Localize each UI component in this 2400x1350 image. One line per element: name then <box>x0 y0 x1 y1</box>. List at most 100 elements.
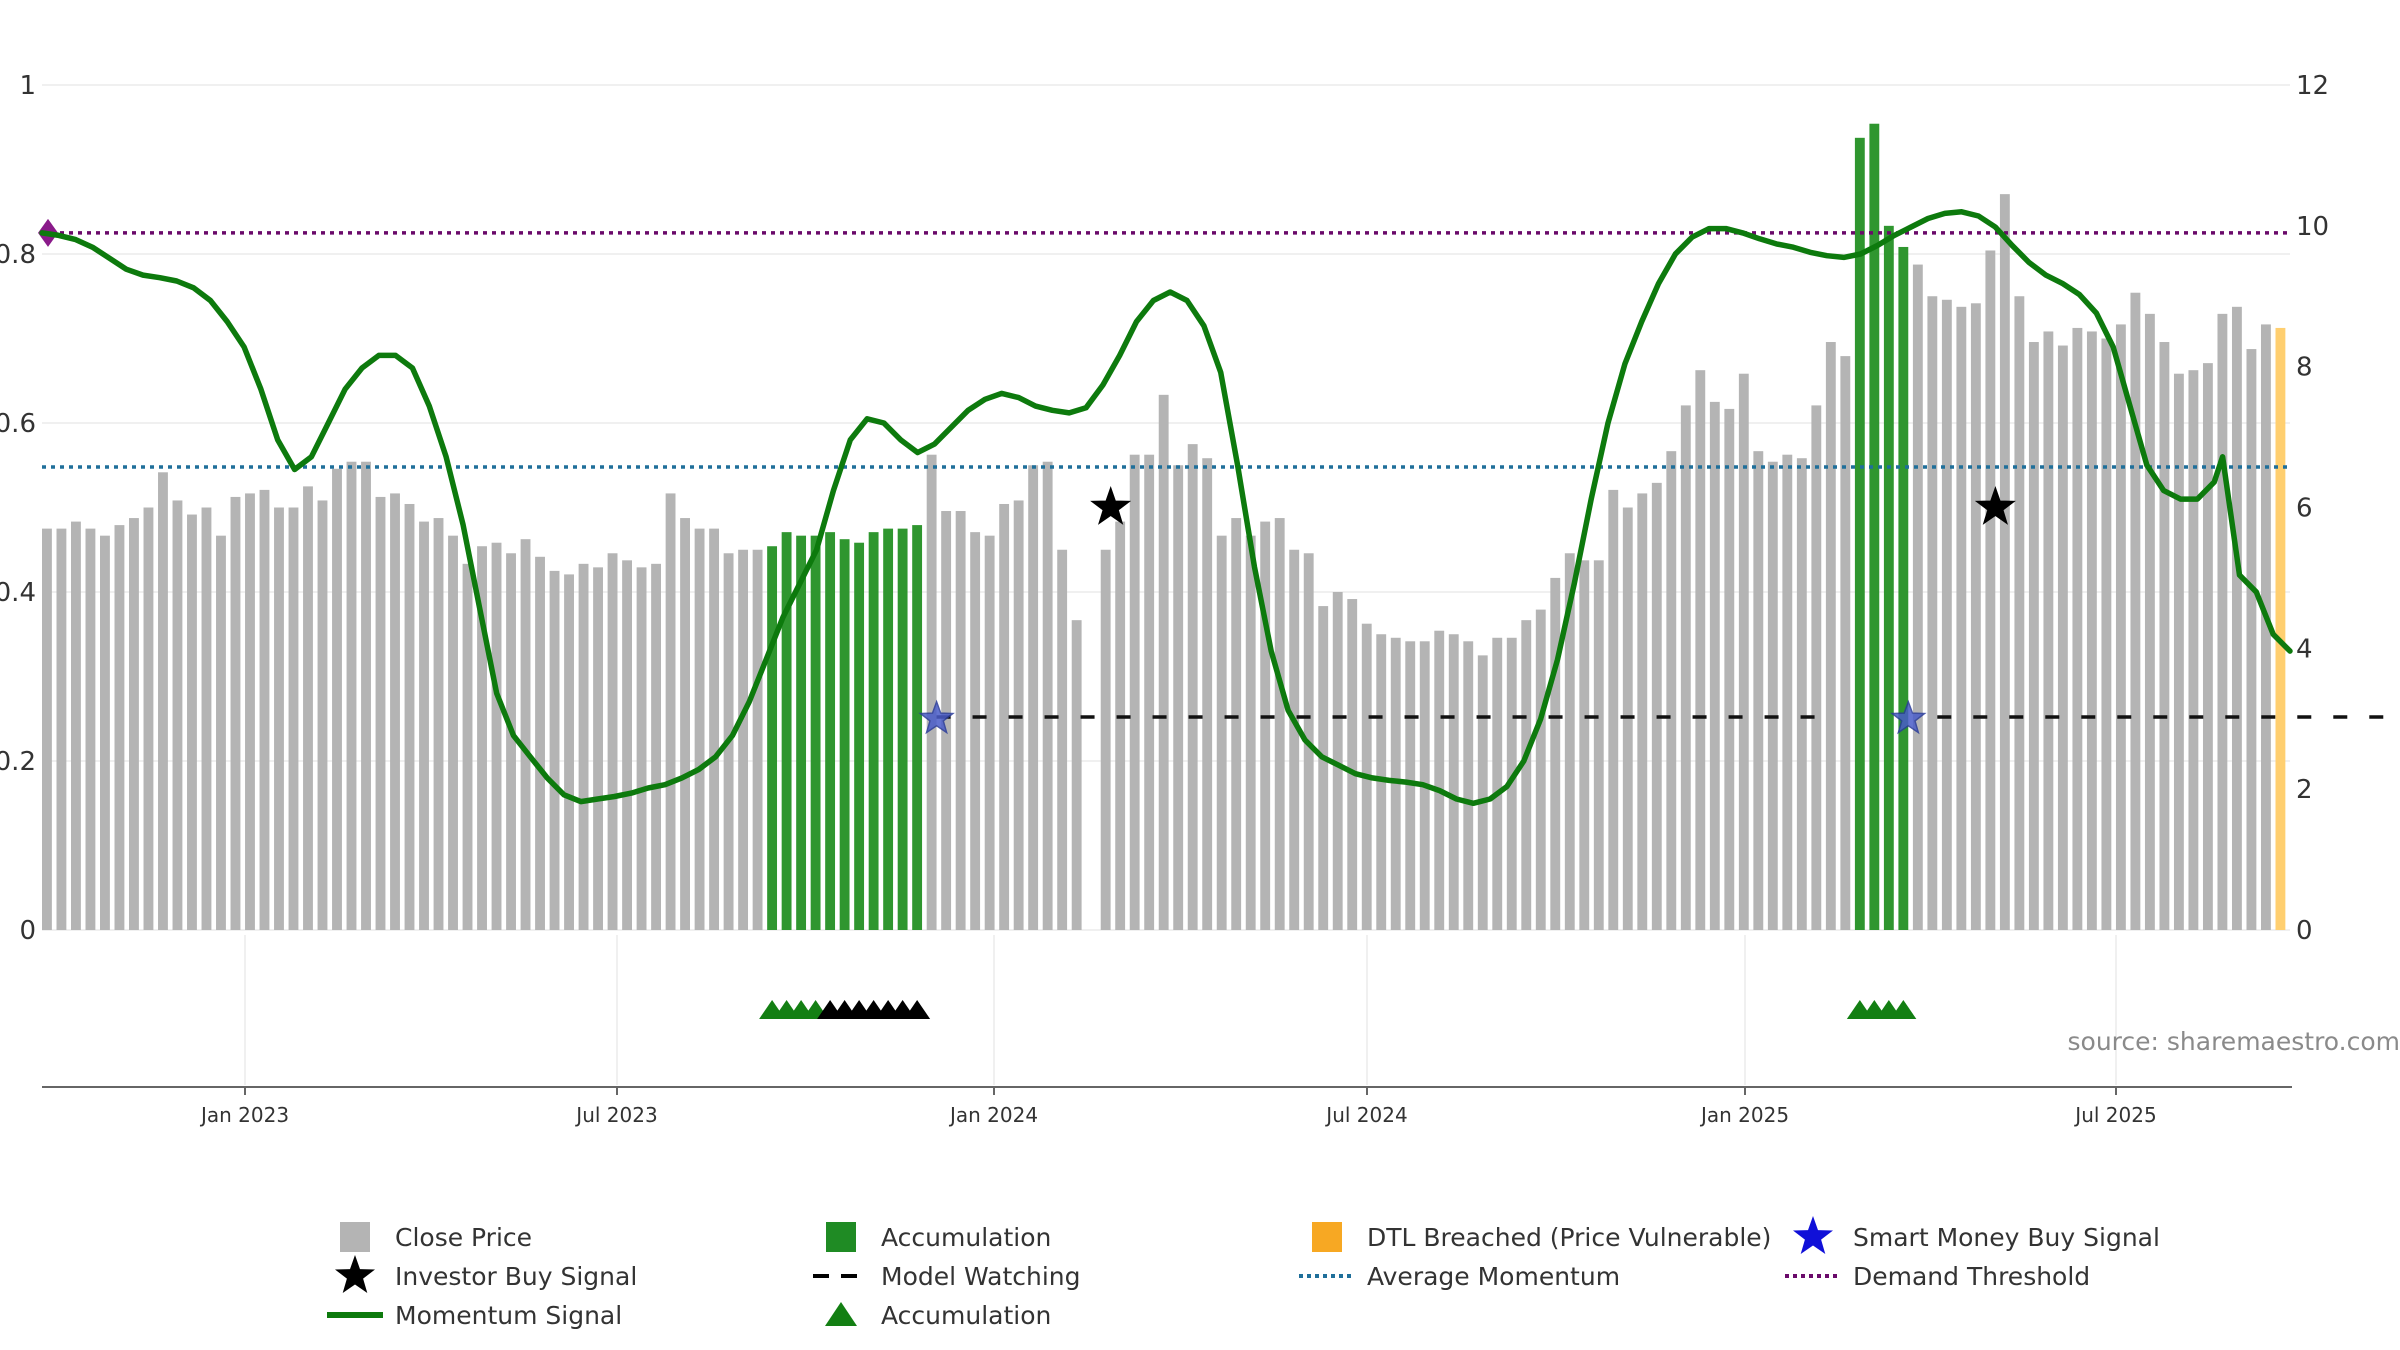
close-price-bar <box>970 532 981 930</box>
accumulation-bar <box>1883 225 1894 931</box>
y-right-tick-label: 6 <box>2296 494 2313 524</box>
momentum-signal-group <box>39 209 2293 807</box>
close-price-bar <box>288 507 299 930</box>
accumulation-bar <box>767 546 778 930</box>
close-price-bar <box>2115 324 2126 931</box>
y-left-tick-label: 0 <box>19 916 36 946</box>
close-price-bar <box>56 528 67 930</box>
close-price-bar <box>1738 373 1749 930</box>
close-price-bar <box>636 567 647 930</box>
x-tick-label: Jul 2023 <box>574 1103 657 1127</box>
signal-bars <box>767 123 2286 931</box>
x-ticks: Jan 2023 Jul 2023 Jan 2024 Jul 2024 Jan 2025… <box>199 1103 2157 1127</box>
close-price-bar <box>1289 549 1300 930</box>
y-right-tick-label: 8 <box>2296 353 2313 383</box>
close-price-bar <box>390 493 400 930</box>
close-price-bar <box>1985 250 1996 930</box>
close-price-bar <box>1796 458 1807 930</box>
close-price-bar <box>85 528 96 930</box>
close-price-bar <box>114 525 125 930</box>
close-price-bar <box>1202 458 1213 930</box>
close-price-bar <box>274 507 284 930</box>
accumulation-bar <box>839 539 850 930</box>
close-price-bar <box>520 539 531 930</box>
investor-buy-star <box>1090 485 1132 525</box>
close-price-bar <box>2217 313 2228 931</box>
close-price-bar <box>1956 306 1967 930</box>
accumulation-bar <box>897 528 908 930</box>
close-price-bar <box>738 549 749 930</box>
close-price-bar <box>1013 500 1024 930</box>
close-price-bar <box>709 528 720 930</box>
close-price-bar <box>129 518 139 930</box>
accumulation-bar <box>1854 137 1865 930</box>
close-price-bar <box>1825 342 1836 930</box>
accumulation-bar <box>868 532 879 930</box>
close-price-bar <box>1651 482 1662 930</box>
close-price-bar <box>1666 451 1677 930</box>
legend-swatch <box>825 1302 857 1326</box>
legend-label: Accumulation <box>881 1301 1051 1330</box>
y-right-tick-label: 12 <box>2296 71 2329 101</box>
close-price-bar <box>1187 444 1198 930</box>
close-price-bar <box>230 496 241 930</box>
x-tick-label: Jul 2024 <box>1324 1103 1407 1127</box>
close-price-bar <box>1999 194 2010 931</box>
close-price-bar <box>2130 292 2141 931</box>
y-right-tick-label: 0 <box>2296 916 2313 946</box>
accumulation-marker-triangle-black <box>904 1000 931 1019</box>
close-price-bar <box>259 489 270 930</box>
close-price-bar <box>404 503 415 930</box>
legend-label: DTL Breached (Price Vulnerable) <box>1367 1223 1771 1252</box>
legend-swatch <box>340 1222 370 1252</box>
close-price-bar <box>2188 370 2199 930</box>
close-price-bar <box>448 535 458 930</box>
close-price-bar <box>1158 394 1169 930</box>
accumulation-bar <box>796 535 807 930</box>
close-price-bar <box>1941 299 1952 930</box>
close-price-bar <box>1332 592 1343 930</box>
close-price-bar <box>2014 296 2025 930</box>
close-price-bar <box>564 574 574 930</box>
close-price-bar <box>607 553 618 930</box>
close-price-bar <box>2159 342 2170 930</box>
close-price-bar <box>1521 620 1532 930</box>
legend-label: Average Momentum <box>1367 1262 1620 1291</box>
close-price-bar <box>1390 637 1401 930</box>
close-price-bar <box>1100 549 1111 930</box>
legend-label: Model Watching <box>881 1262 1081 1291</box>
close-price-bar <box>1129 454 1140 930</box>
x-tick-label: Jan 2023 <box>199 1103 289 1127</box>
legend-label: Momentum Signal <box>395 1301 622 1330</box>
close-price-bar <box>1782 454 1793 930</box>
x-tick-label: Jan 2024 <box>948 1103 1038 1127</box>
y-right-tick-label: 2 <box>2296 775 2313 805</box>
legend-swatch <box>826 1222 856 1252</box>
close-price-bar <box>462 563 473 930</box>
close-price-bar <box>1448 634 1459 930</box>
close-price-bar <box>419 521 429 930</box>
legend-label: Close Price <box>395 1223 532 1252</box>
legend-swatch <box>335 1255 375 1293</box>
close-price-bar <box>1970 303 1981 931</box>
close-price-bar <box>1216 535 1227 930</box>
close-price-bar <box>578 563 589 930</box>
close-price-bar <box>1318 606 1329 930</box>
legend-label: Smart Money Buy Signal <box>1853 1223 2160 1252</box>
close-price-bar <box>317 500 328 930</box>
close-price-bar <box>1593 560 1604 930</box>
close-price-bar <box>1564 553 1575 930</box>
close-price-bar <box>1680 405 1691 930</box>
close-price-bar <box>143 507 154 930</box>
close-price-bar <box>1535 609 1546 930</box>
x-tick-label: Jan 2025 <box>1699 1103 1789 1127</box>
close-price-bar <box>2144 313 2155 931</box>
close-price-bar <box>1115 521 1126 930</box>
close-price-bar <box>926 454 937 930</box>
close-price-bar <box>477 546 487 930</box>
close-price-bar <box>1434 630 1445 930</box>
close-price-bar <box>2173 373 2184 930</box>
close-price-bar <box>506 553 516 930</box>
accumulation-bar <box>781 532 792 930</box>
